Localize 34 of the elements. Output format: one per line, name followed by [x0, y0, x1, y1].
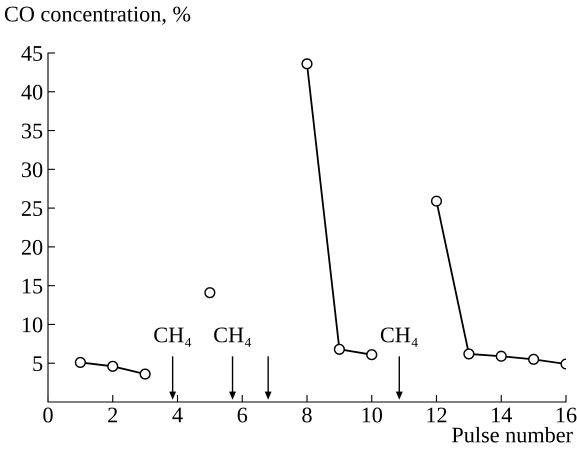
point: [74, 356, 86, 368]
y-tick-label: 15: [22, 278, 42, 294]
x-tick-label: 14: [492, 408, 512, 422]
x-tick-label: 10: [362, 408, 382, 422]
x-axis-title: Pulse number: [452, 426, 573, 442]
x-tick-label: 4: [172, 408, 183, 422]
y-tick-label: 40: [21, 84, 42, 100]
x-tick-label: 2: [108, 408, 118, 422]
x-tick-label: 12: [427, 408, 446, 422]
y-tick-label: 35: [22, 124, 42, 138]
y-tick-label: 10: [22, 317, 42, 332]
y-tick-label: 30: [22, 162, 42, 178]
y-tick-label: 20: [22, 240, 42, 255]
y-axis-title: CO concentration, %: [4, 6, 190, 25]
point: [204, 287, 216, 298]
x-tick-label: 6: [238, 408, 248, 422]
point: [496, 350, 507, 362]
ref-line-label: CH₄: [380, 327, 418, 347]
point: [301, 58, 313, 70]
point: [366, 349, 378, 360]
y-tick-label: 25: [22, 201, 42, 216]
ref-line-label: CH₄: [214, 327, 252, 347]
point: [430, 196, 442, 207]
point: [463, 348, 474, 360]
y-tick-label: 5: [33, 356, 42, 372]
y-tick-label: 45: [21, 46, 42, 61]
x-tick-label: 8: [302, 408, 312, 422]
point: [334, 344, 345, 355]
point: [107, 360, 118, 372]
ref-line-label: CH₄: [154, 327, 192, 347]
x-tick-label: 16: [556, 408, 576, 422]
point: [140, 368, 151, 380]
point: [528, 354, 540, 365]
x-tick-label: 0: [43, 408, 53, 422]
